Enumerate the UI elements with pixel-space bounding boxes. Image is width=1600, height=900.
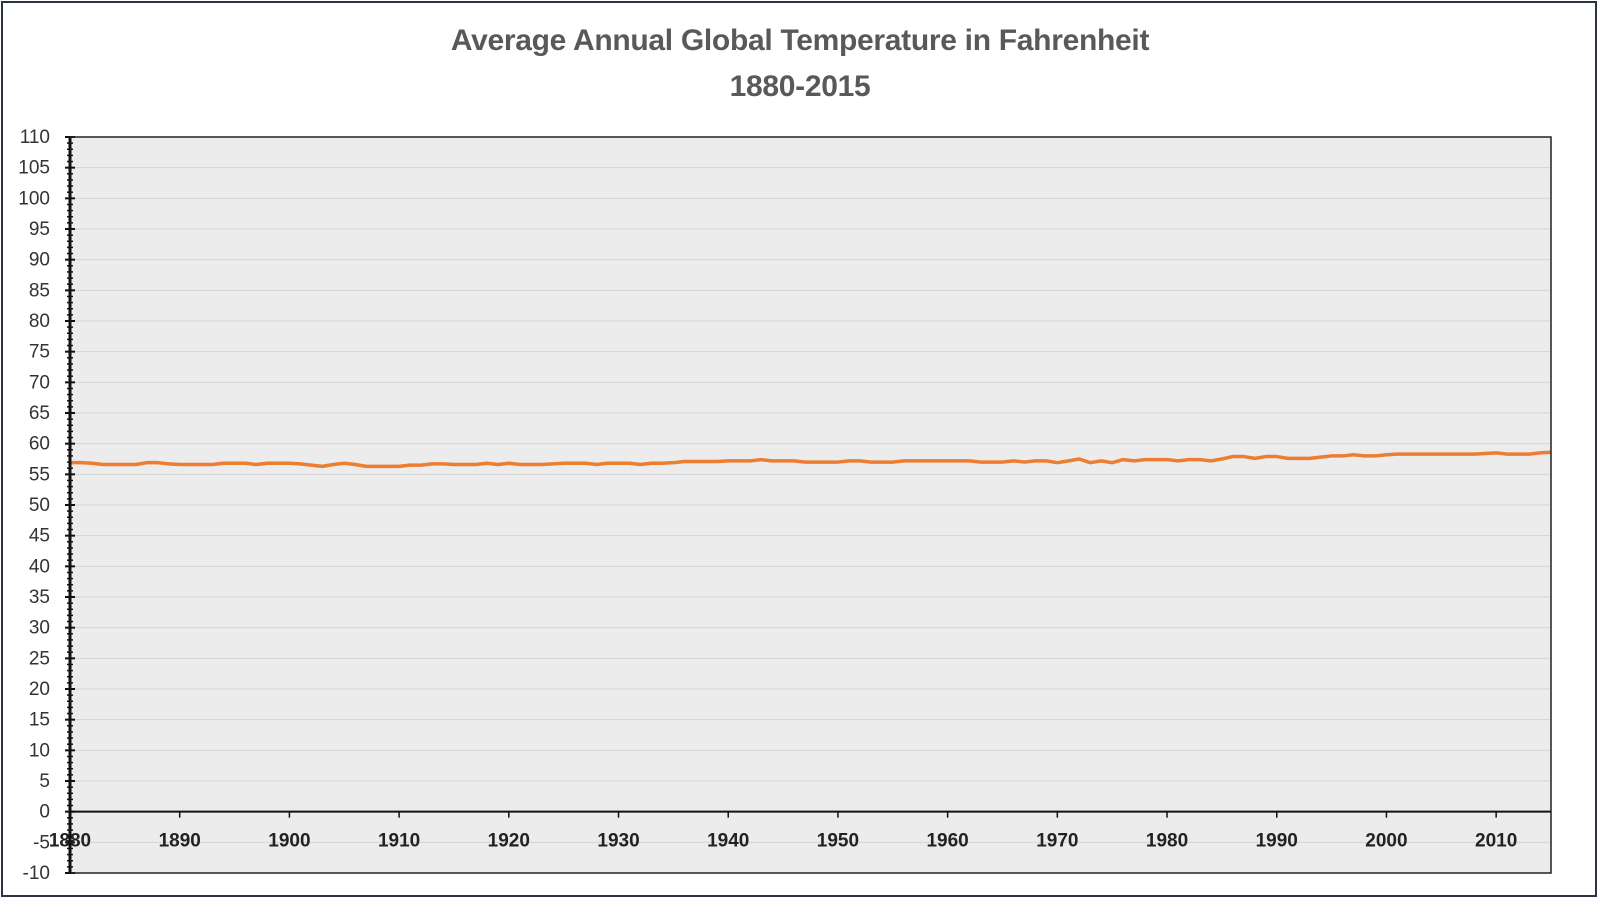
y-tick-label: 75 bbox=[29, 342, 50, 363]
x-tick-label: 1900 bbox=[268, 831, 310, 852]
x-tick-label: 1990 bbox=[1256, 831, 1298, 852]
y-tick-label: 5 bbox=[39, 771, 50, 792]
x-tick-label: 1950 bbox=[817, 831, 859, 852]
x-tick-label: 1970 bbox=[1036, 831, 1078, 852]
y-tick-label: 90 bbox=[29, 250, 50, 271]
y-tick-label: 0 bbox=[39, 802, 50, 823]
x-tick-label: 1890 bbox=[159, 831, 201, 852]
series-layer bbox=[70, 450, 1552, 469]
x-tick-label: 2010 bbox=[1475, 831, 1517, 852]
y-tick-label: 35 bbox=[29, 587, 50, 608]
x-tick-label: 2000 bbox=[1365, 831, 1407, 852]
y-tick-label: 10 bbox=[29, 740, 50, 761]
x-tick-label: 1960 bbox=[926, 831, 968, 852]
y-tick-label: 65 bbox=[29, 403, 50, 424]
y-tick-label: 15 bbox=[29, 710, 50, 731]
y-tick-label: 85 bbox=[29, 280, 50, 301]
y-tick-label: 30 bbox=[29, 618, 50, 639]
y-tick-label: 60 bbox=[29, 434, 50, 455]
y-axis-ticks: -10 -5 0 5 10 15 20 25 30 35 40 45 50 55 60 65 70 75 80 85 9… bbox=[18, 127, 75, 884]
y-tick-label: 45 bbox=[29, 526, 50, 547]
y-tick-label: 95 bbox=[29, 219, 50, 240]
x-tick-label: 1920 bbox=[488, 831, 530, 852]
y-tick-label: 80 bbox=[29, 311, 50, 332]
y-tick-label: -5 bbox=[33, 832, 50, 853]
chart-subtitle: 1880-2015 bbox=[729, 70, 871, 103]
y-tick-label: 25 bbox=[29, 648, 50, 669]
x-axis-ticks: 1880189019001910192019301940195019601970… bbox=[49, 811, 1517, 852]
y-tick-label: 110 bbox=[20, 127, 50, 148]
y-tick-label: 70 bbox=[29, 372, 50, 393]
y-tick-label: -10 bbox=[23, 863, 50, 884]
x-tick-label: 1910 bbox=[378, 831, 420, 852]
x-tick-label: 1930 bbox=[597, 831, 639, 852]
y-tick-label: 100 bbox=[18, 188, 50, 209]
y-tick-label: 55 bbox=[29, 464, 50, 485]
x-tick-label: 1940 bbox=[707, 831, 749, 852]
chart-title: Average Annual Global Temperature in Fah… bbox=[450, 24, 1150, 57]
series-line bbox=[70, 450, 1552, 469]
y-tick-label: 105 bbox=[18, 158, 50, 179]
x-tick-label: 1980 bbox=[1146, 831, 1188, 852]
y-tick-label: 50 bbox=[29, 495, 50, 516]
y-tick-label: 20 bbox=[29, 679, 50, 700]
y-tick-label: 40 bbox=[29, 556, 50, 577]
